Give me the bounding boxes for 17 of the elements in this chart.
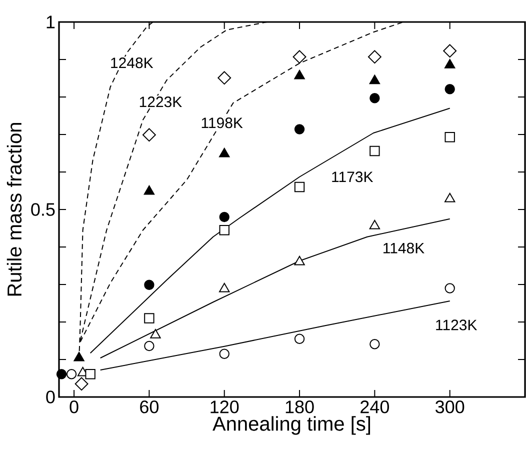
x-tick-label: 300 bbox=[436, 400, 464, 414]
annotation: 1223K bbox=[140, 96, 182, 108]
y-tick-label: 0.5 bbox=[31, 203, 55, 216]
x-tick-label: 60 bbox=[140, 400, 159, 414]
x-tick-label: 0 bbox=[70, 400, 78, 414]
annotation: 1123K bbox=[436, 320, 478, 330]
y-tick-label: 1 bbox=[46, 16, 55, 28]
x-axis-title: Annealing time [s] bbox=[212, 416, 370, 435]
y-axis-title: Rutile mass fraction bbox=[6, 123, 22, 296]
y-tick-label: 0 bbox=[46, 390, 55, 404]
annotation: 1173K bbox=[332, 172, 374, 182]
x-tick-label: 120 bbox=[210, 400, 239, 414]
x-tick-label: 240 bbox=[360, 400, 389, 414]
annotation: 1248K bbox=[111, 58, 154, 68]
x-tick-label: 180 bbox=[286, 400, 314, 414]
annotation: 1198K bbox=[202, 118, 243, 128]
annotation: 1148K bbox=[384, 242, 424, 254]
